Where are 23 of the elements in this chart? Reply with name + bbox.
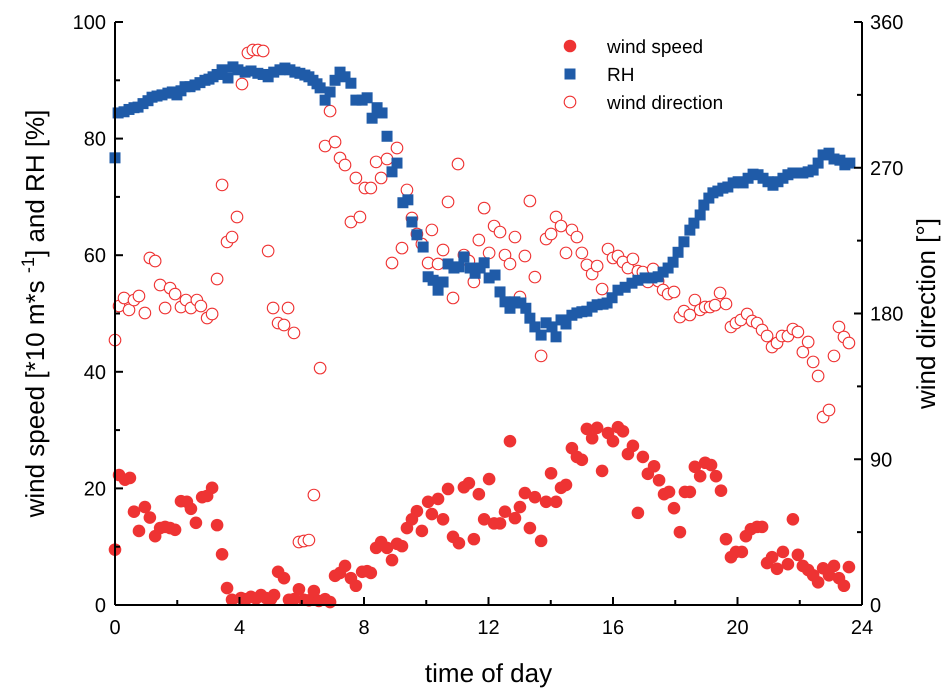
y2-tick-label: 90	[870, 449, 892, 472]
x-axis-title: time of day	[424, 658, 552, 688]
y-tick-label: 20	[84, 478, 106, 500]
x-tick-label: 0	[109, 617, 121, 639]
y2-tick-label: 270	[870, 158, 904, 180]
y2-axis-title: wind direction [°]	[911, 218, 941, 410]
y-tick-label: 40	[84, 362, 106, 384]
x-tick-label: 4	[234, 617, 246, 639]
x-tick-label: 16	[602, 617, 624, 639]
y-tick-label: 100	[72, 12, 106, 34]
y-tick-label: 0	[94, 595, 106, 617]
legend-label: wind direction	[606, 93, 724, 114]
legend-label: wind speed	[606, 37, 704, 58]
y-tick-label: 60	[84, 245, 106, 268]
x-tick-label: 12	[477, 617, 500, 639]
x-tick-label: 8	[358, 617, 370, 639]
y-tick-label: 80	[84, 128, 106, 151]
legend-label: RH	[607, 65, 634, 86]
y2-tick-label: 0	[870, 595, 882, 617]
y2-tick-label: 360	[870, 12, 904, 34]
x-tick-label: 20	[726, 617, 749, 639]
y2-tick-label: 180	[870, 304, 904, 326]
x-tick-label: 24	[850, 617, 874, 639]
